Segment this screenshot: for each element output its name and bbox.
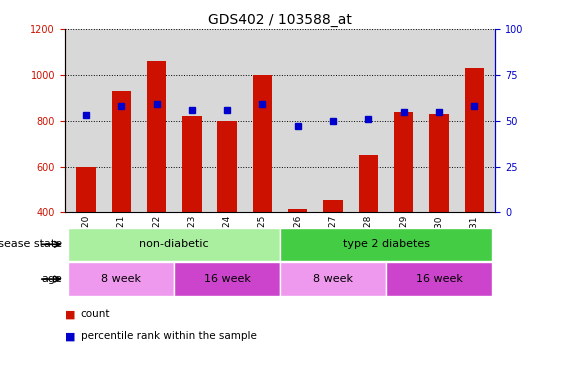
Text: ■: ■ [65,331,75,341]
Bar [394,112,413,212]
Bar [217,121,237,212]
Text: disease state: disease state [0,239,62,249]
Text: 16 week: 16 week [415,274,462,284]
Bar [111,91,131,212]
Bar [359,155,378,212]
Bar [386,262,492,296]
Text: age: age [41,274,62,284]
Bar [280,228,492,261]
Text: type 2 diabetes: type 2 diabetes [342,239,430,249]
Text: 8 week: 8 week [313,274,353,284]
Text: 16 week: 16 week [204,274,251,284]
Text: non-diabetic: non-diabetic [140,239,209,249]
Bar [323,200,343,212]
Bar [280,262,386,296]
Bar [253,75,272,212]
Bar [429,114,449,212]
Text: count: count [81,309,110,319]
Bar [76,167,96,212]
Bar [182,116,202,212]
Bar [464,68,484,212]
Text: percentile rank within the sample: percentile rank within the sample [81,331,256,341]
Bar [174,262,280,296]
Bar [68,228,280,261]
Title: GDS402 / 103588_at: GDS402 / 103588_at [208,13,352,27]
Bar [288,209,307,212]
Bar [147,61,166,212]
Text: 8 week: 8 week [101,274,141,284]
Bar [68,262,174,296]
Text: ■: ■ [65,309,75,319]
